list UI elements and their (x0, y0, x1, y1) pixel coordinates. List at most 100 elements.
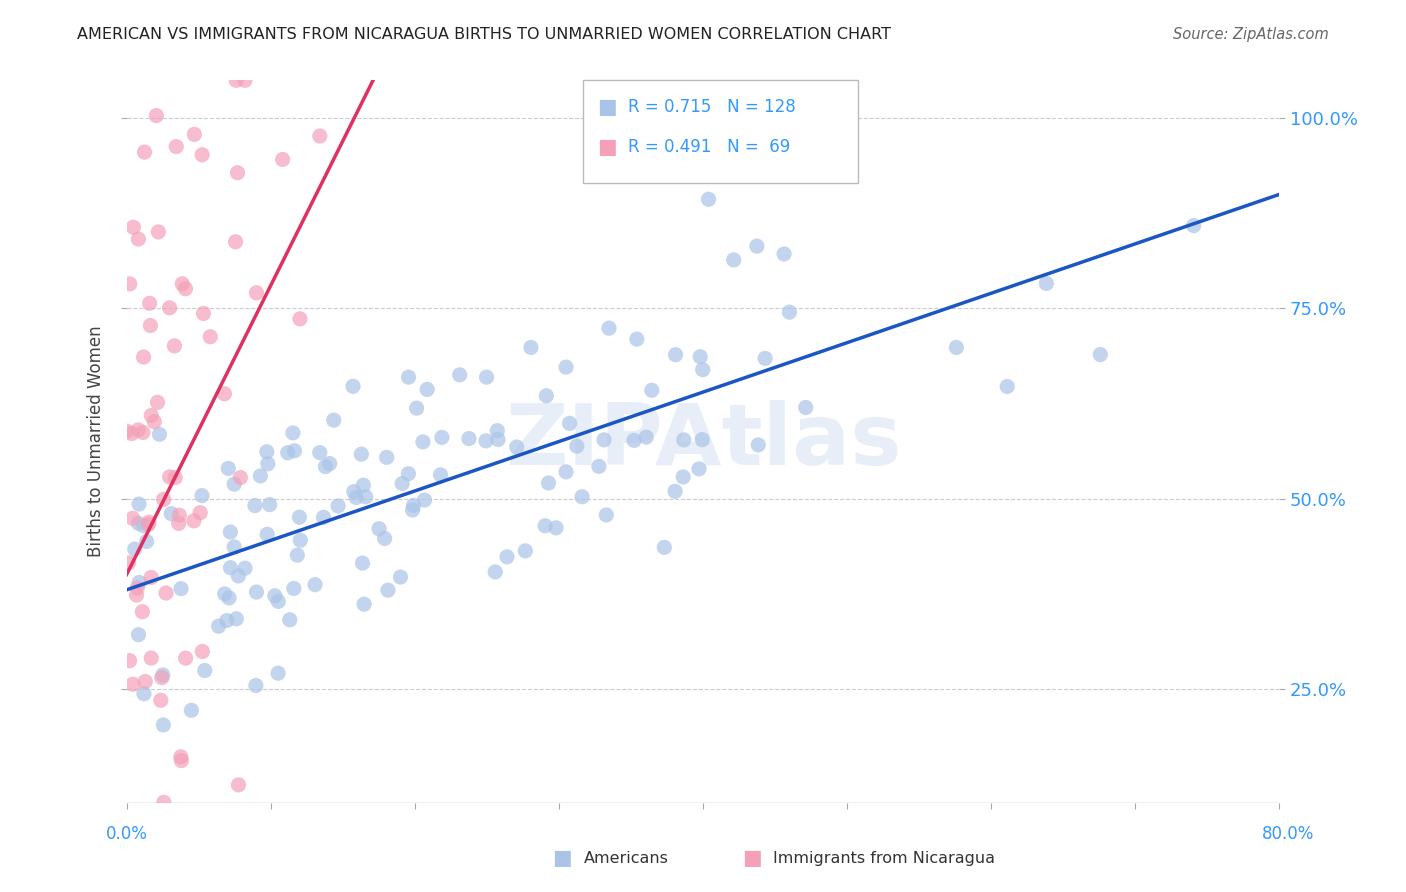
Point (141, 409, 163, 423)
Point (256, 444, 278, 458)
Point (228, 569, 250, 583)
Point (475, 370, 498, 384)
Point (219, 560, 242, 574)
Point (132, 425, 155, 440)
Point (413, 493, 436, 508)
Point (595, 508, 617, 522)
Point (389, 570, 412, 584)
Point (598, 321, 620, 335)
Point (401, 503, 423, 517)
Point (506, 440, 529, 454)
Point (475, 434, 498, 448)
Point (172, 277, 194, 291)
Point (233, 561, 256, 575)
Point (193, 306, 215, 320)
Point (405, 401, 427, 416)
Point (374, 532, 396, 546)
Point (555, 360, 578, 375)
Point (318, 457, 340, 471)
Text: 0.0%: 0.0% (105, 825, 148, 843)
Point (402, 499, 425, 513)
Point (149, 693, 172, 707)
Point (170, 754, 193, 768)
Point (219, 524, 242, 539)
Point (159, 470, 181, 484)
Point (277, 446, 299, 460)
Point (484, 565, 506, 579)
Point (723, 252, 745, 267)
Point (117, 556, 139, 570)
Point (263, 589, 285, 603)
Point (152, 718, 174, 732)
Point (520, 341, 543, 355)
Point (229, 470, 252, 484)
Point (689, 350, 711, 364)
Point (131, 605, 153, 619)
Point (398, 370, 420, 384)
Point (134, 674, 156, 689)
Point (352, 556, 374, 570)
Text: ■: ■ (598, 137, 617, 157)
Point (288, 311, 311, 326)
Point (132, 518, 155, 533)
Point (555, 465, 578, 479)
Point (149, 811, 172, 825)
Point (153, 796, 176, 810)
Point (375, 450, 398, 465)
Text: ■: ■ (742, 848, 762, 868)
Text: ■: ■ (598, 97, 617, 117)
Point (135, 811, 157, 825)
Point (322, 413, 344, 427)
Point (368, 522, 391, 536)
Point (225, 73, 247, 87)
Point (118, 277, 141, 291)
Point (188, 506, 211, 520)
Text: ZIPAtlas: ZIPAtlas (505, 400, 901, 483)
Point (283, 582, 305, 596)
Point (132, 350, 155, 364)
Point (183, 514, 205, 528)
Point (429, 467, 451, 482)
Point (664, 484, 686, 499)
Point (430, 430, 453, 444)
Point (271, 153, 294, 167)
Point (233, 73, 256, 87)
Point (194, 664, 217, 678)
Point (664, 348, 686, 362)
Point (191, 147, 214, 161)
Point (308, 128, 330, 143)
Text: Americans: Americans (583, 851, 668, 865)
Point (290, 533, 312, 548)
Point (672, 470, 695, 484)
Point (449, 368, 471, 382)
Text: R = 0.715   N = 128: R = 0.715 N = 128 (628, 98, 796, 116)
Point (165, 470, 187, 484)
Point (304, 577, 326, 591)
Point (754, 351, 776, 366)
Point (458, 432, 481, 446)
Point (159, 811, 181, 825)
Point (267, 594, 290, 608)
Point (224, 477, 246, 491)
Point (779, 305, 801, 319)
Y-axis label: Births to Unmarried Women: Births to Unmarried Women (87, 326, 105, 558)
Point (697, 192, 720, 206)
Point (312, 510, 335, 524)
Point (132, 687, 155, 701)
Point (174, 282, 197, 296)
Point (128, 516, 150, 531)
Point (278, 613, 301, 627)
Point (170, 749, 193, 764)
Point (1182, 219, 1205, 233)
Point (571, 490, 593, 504)
Point (354, 490, 377, 504)
Point (536, 389, 558, 403)
Point (259, 498, 281, 512)
Point (138, 517, 160, 532)
Point (773, 247, 796, 261)
Point (416, 383, 439, 397)
Point (183, 128, 205, 142)
Point (143, 415, 166, 429)
Point (169, 508, 191, 523)
Point (692, 362, 714, 376)
